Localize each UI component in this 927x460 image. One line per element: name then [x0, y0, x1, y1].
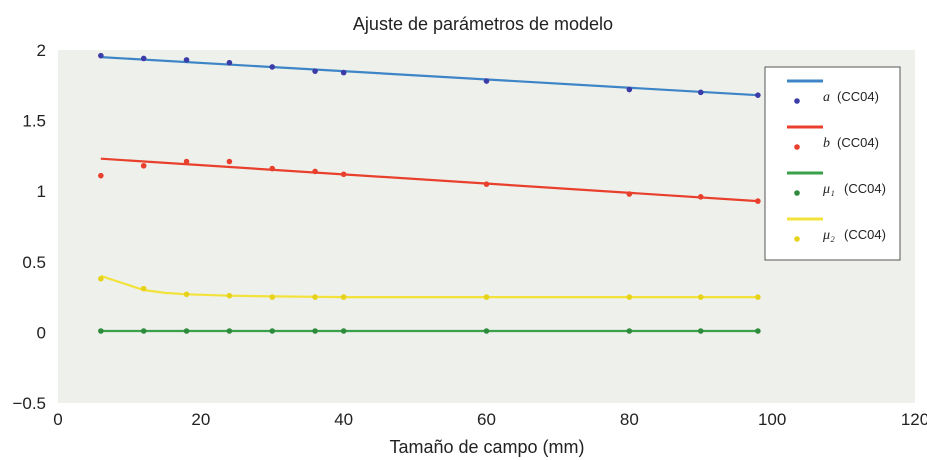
data-point	[269, 328, 276, 334]
legend-series-name: μ₂	[822, 228, 835, 243]
data-point	[312, 68, 318, 74]
data-point	[269, 165, 276, 172]
legend-series-name: b	[823, 136, 830, 151]
legend-marker-swatch	[794, 236, 800, 242]
legend-marker-swatch	[794, 98, 800, 104]
y-tick-label: 0	[37, 323, 46, 342]
data-point	[483, 181, 490, 187]
data-point	[697, 294, 704, 300]
data-point	[340, 328, 347, 334]
legend-series-suffix: (CC04)	[837, 89, 879, 104]
data-point	[755, 92, 761, 98]
data-point	[183, 291, 190, 298]
y-tick-label: 1	[37, 182, 46, 201]
data-point	[626, 294, 633, 300]
data-point	[626, 328, 633, 334]
data-point	[98, 52, 104, 59]
x-tick-label: 120	[901, 410, 927, 429]
data-point	[140, 285, 147, 292]
data-point	[226, 59, 233, 66]
legend-box	[764, 66, 901, 261]
data-point	[312, 328, 318, 334]
x-tick-label: 100	[758, 410, 786, 429]
legend-series-suffix: (CC04)	[844, 181, 886, 196]
series-fit-line	[100, 157, 758, 203]
legend: a (CC04) b (CC04) μ₁ (CC04) μ₂ (CC04)	[764, 66, 901, 261]
chart-title: Ajuste de parámetros de modelo	[353, 14, 613, 34]
data-point	[98, 172, 104, 179]
x-tick-label: 40	[334, 410, 353, 429]
data-point	[340, 69, 347, 76]
data-point	[226, 328, 233, 334]
data-point	[140, 162, 147, 169]
data-point	[183, 57, 190, 63]
data-point	[312, 168, 318, 175]
data-point	[626, 191, 633, 197]
data-point	[483, 294, 490, 300]
data-point	[98, 275, 104, 282]
legend-series-suffix: (CC04)	[837, 135, 879, 150]
y-tick-label: 0.5	[22, 253, 46, 272]
data-point	[755, 294, 761, 300]
data-point	[269, 294, 276, 300]
data-point	[483, 328, 490, 334]
data-point	[269, 64, 276, 70]
x-tick-label: 80	[620, 410, 639, 429]
data-point	[140, 328, 147, 334]
data-point	[340, 294, 347, 300]
data-point	[312, 294, 318, 300]
series-fit-line	[100, 56, 758, 97]
legend-series-name: μ₁	[822, 182, 835, 197]
data-point	[226, 292, 233, 299]
data-point	[140, 55, 147, 62]
data-point	[626, 86, 633, 93]
data-point	[183, 158, 190, 165]
y-tick-label: 1.5	[22, 112, 46, 131]
legend-marker-swatch	[794, 144, 800, 150]
x-axis-label: Tamaño de campo (mm)	[389, 437, 584, 457]
data-point	[98, 328, 104, 334]
x-tick-label: 0	[53, 410, 62, 429]
data-point	[483, 78, 490, 84]
data-point	[697, 89, 704, 96]
data-point	[226, 158, 233, 165]
data-point	[697, 194, 704, 200]
data-point	[755, 328, 761, 334]
x-tick-label: 60	[477, 410, 496, 429]
y-tick-label: 2	[37, 41, 46, 60]
legend-series-name: a	[823, 90, 830, 105]
data-point	[697, 328, 704, 334]
legend-series-suffix: (CC04)	[844, 227, 886, 242]
x-tick-label: 20	[191, 410, 210, 429]
series-layer	[98, 52, 761, 334]
ticks-layer: 0 20 40 60 80 100 120 2 1.5 1 0.5 0 −0.5	[12, 41, 927, 429]
data-point	[755, 198, 761, 204]
data-point	[183, 328, 190, 334]
y-tick-label: −0.5	[12, 394, 46, 413]
data-point	[340, 171, 347, 178]
legend-marker-swatch	[794, 190, 800, 196]
